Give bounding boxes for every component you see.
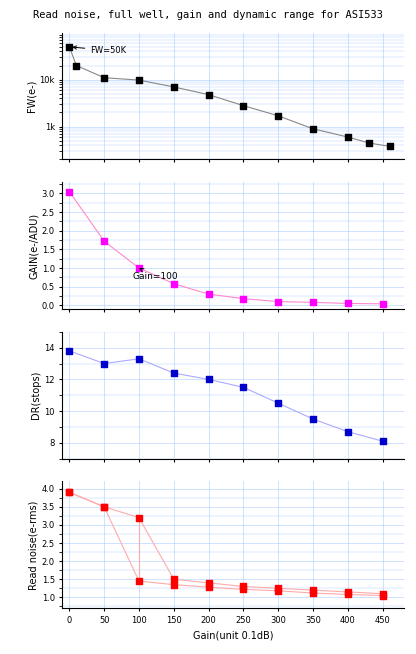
Point — [310, 585, 316, 595]
Point — [171, 279, 177, 289]
Point — [171, 574, 177, 585]
Y-axis label: DR(stops): DR(stops) — [32, 371, 42, 419]
Point — [365, 138, 372, 148]
Point — [66, 487, 73, 498]
Point — [310, 414, 316, 424]
Point — [136, 354, 142, 364]
Point — [136, 513, 142, 523]
Point — [310, 297, 316, 307]
Point — [240, 581, 247, 592]
Point — [66, 42, 73, 52]
Point — [171, 82, 177, 92]
Point — [275, 296, 282, 307]
Point — [205, 577, 212, 588]
Point — [66, 346, 73, 356]
Y-axis label: GAIN(e-/ADU): GAIN(e-/ADU) — [29, 213, 39, 279]
Point — [344, 132, 351, 143]
Point — [171, 368, 177, 378]
Point — [275, 111, 282, 121]
Point — [136, 576, 142, 586]
Text: FW=50K: FW=50K — [73, 46, 126, 55]
Point — [101, 73, 107, 83]
Point — [275, 585, 282, 596]
Point — [171, 579, 177, 590]
Point — [73, 60, 79, 71]
Point — [344, 589, 351, 600]
Point — [66, 487, 73, 498]
Point — [275, 583, 282, 594]
Point — [101, 358, 107, 369]
Point — [136, 75, 142, 85]
Y-axis label: Read noise(e-rms): Read noise(e-rms) — [29, 500, 39, 589]
X-axis label: Gain(unit 0.1dB): Gain(unit 0.1dB) — [193, 630, 273, 640]
Point — [240, 294, 247, 304]
Y-axis label: FW(e-): FW(e-) — [27, 80, 37, 112]
Point — [379, 436, 386, 447]
Point — [386, 141, 393, 152]
Text: Gain=100: Gain=100 — [132, 269, 178, 281]
Point — [344, 587, 351, 597]
Point — [205, 582, 212, 593]
Point — [310, 124, 316, 134]
Point — [101, 502, 107, 512]
Point — [205, 289, 212, 300]
Point — [379, 589, 386, 599]
Point — [240, 101, 247, 111]
Point — [205, 90, 212, 100]
Point — [344, 298, 351, 309]
Point — [240, 382, 247, 392]
Point — [101, 236, 107, 247]
Point — [379, 299, 386, 309]
Point — [379, 591, 386, 601]
Point — [136, 263, 142, 273]
Text: Read noise, full well, gain and dynamic range for ASI533: Read noise, full well, gain and dynamic … — [33, 10, 383, 20]
Point — [101, 502, 107, 512]
Point — [240, 584, 247, 594]
Point — [275, 398, 282, 408]
Point — [344, 426, 351, 437]
Point — [66, 186, 73, 197]
Point — [310, 588, 316, 598]
Point — [205, 374, 212, 385]
